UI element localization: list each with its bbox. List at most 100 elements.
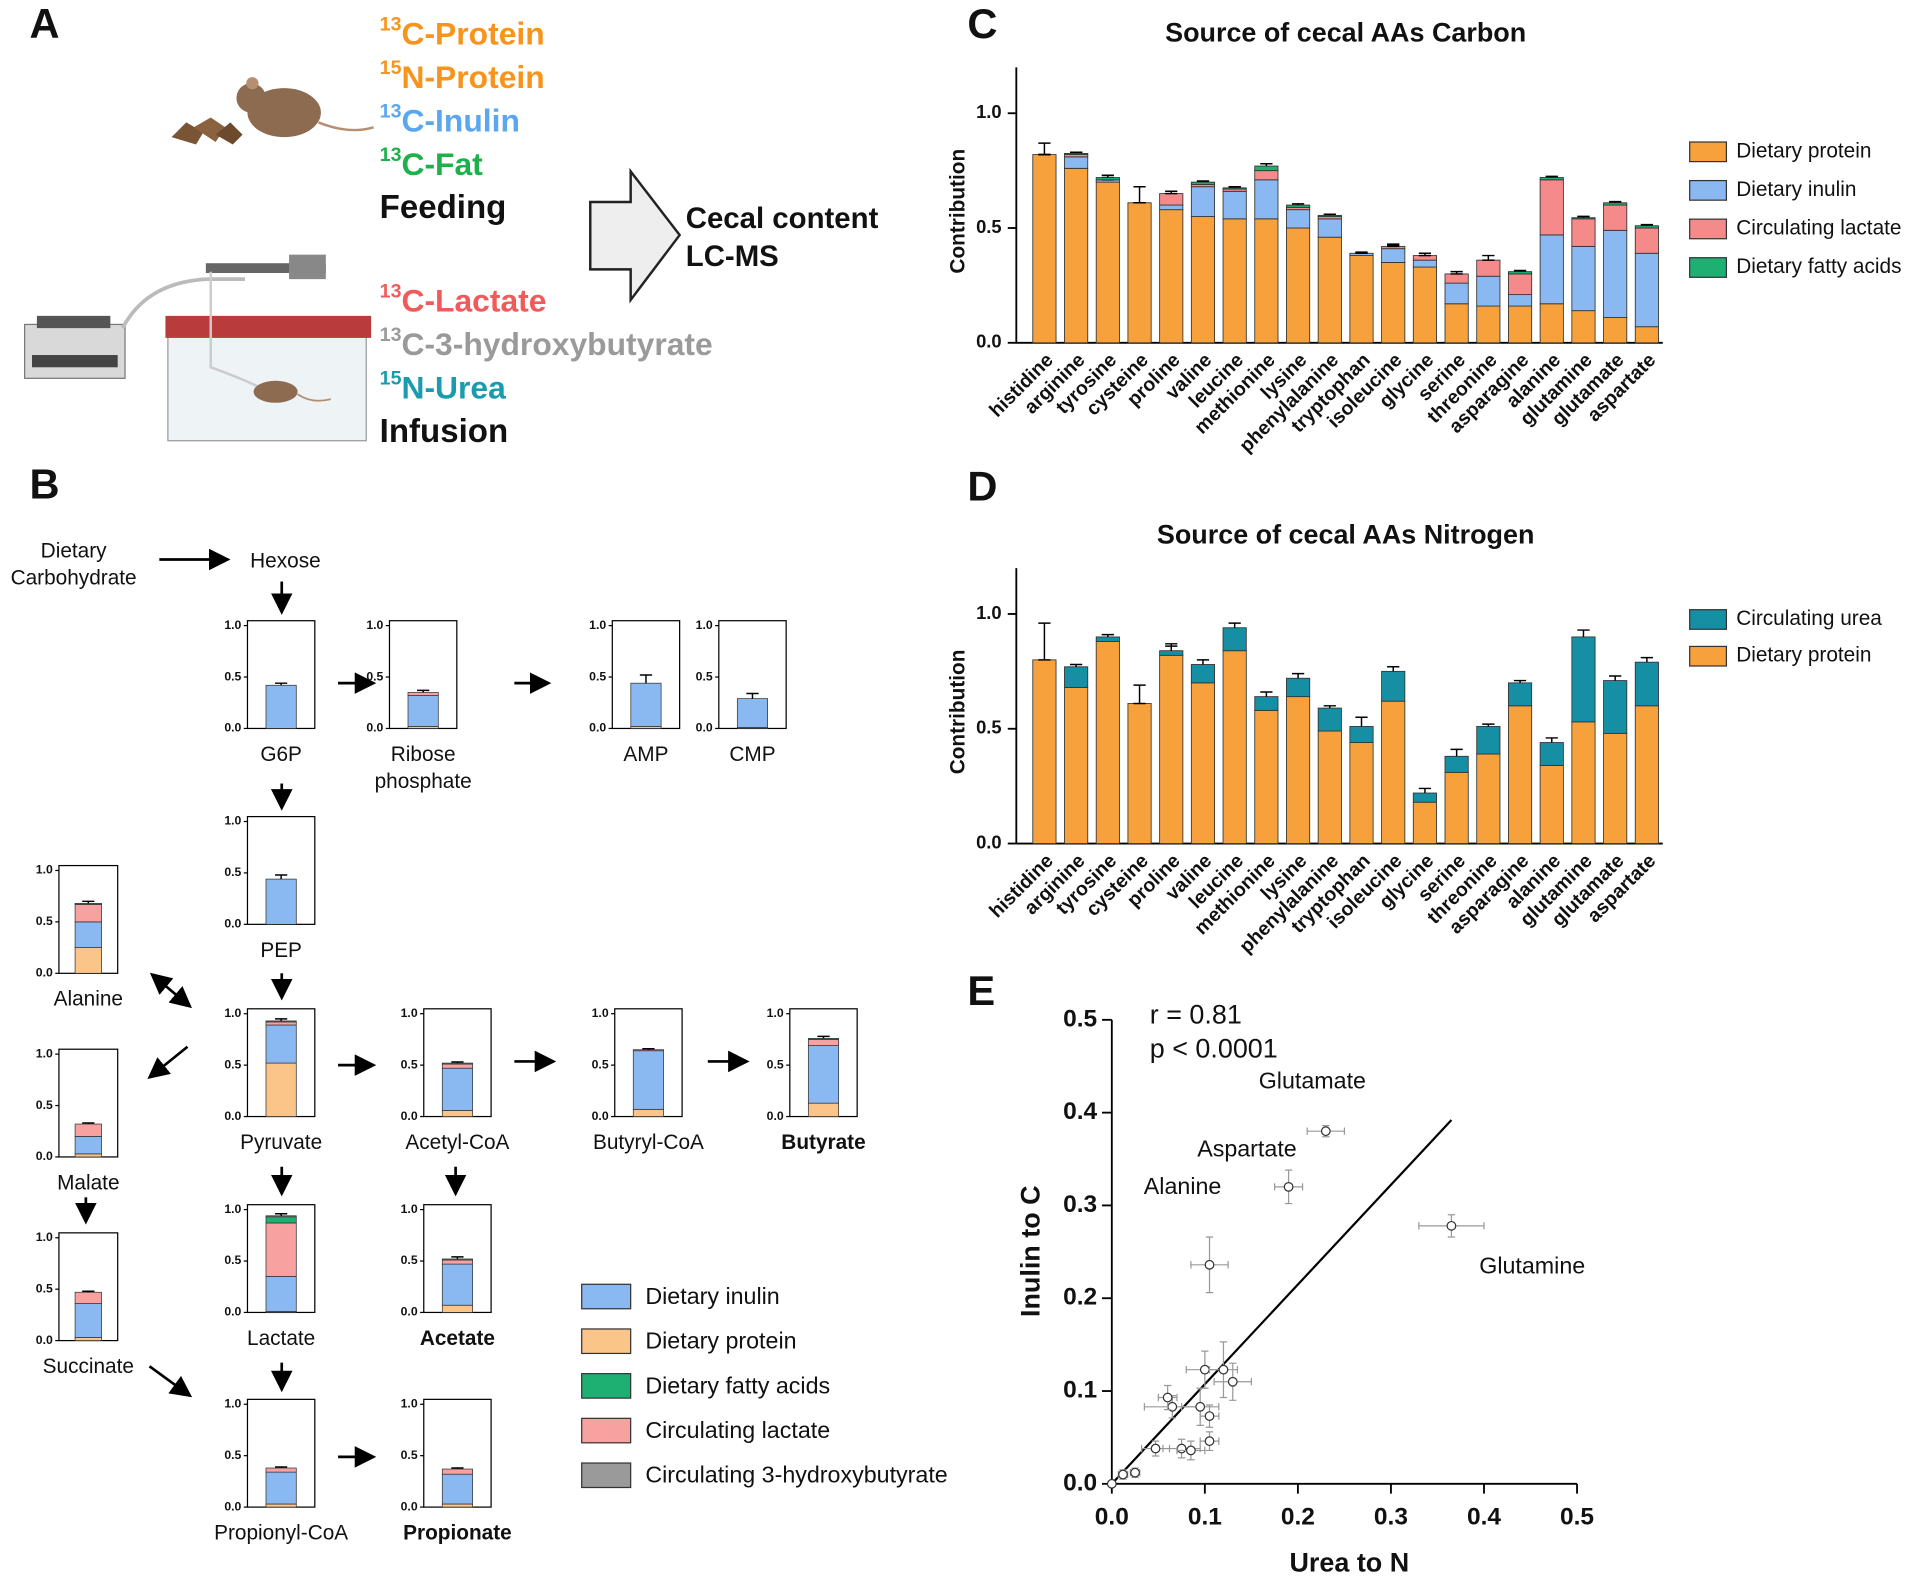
- bar-segment: [1444, 303, 1469, 344]
- mini-y-tick-label: 0.0: [767, 1109, 784, 1123]
- node-label: Pyruvate: [240, 1131, 322, 1154]
- bar-segment: [1539, 177, 1564, 181]
- error-bar: [1101, 633, 1114, 637]
- bar-segment: [1539, 765, 1564, 844]
- error-bar: [1291, 672, 1305, 679]
- mini-error-bar: [275, 1212, 288, 1216]
- bar-segment: [1571, 245, 1596, 312]
- x-tick-label: 0.0: [1095, 1504, 1129, 1531]
- bar-segment: [1349, 726, 1374, 743]
- bar-segment: [1603, 204, 1628, 231]
- error-bar: [1228, 622, 1241, 628]
- mini-bar-segment: [441, 1062, 473, 1065]
- input-label: Carbohydrate: [11, 567, 137, 590]
- scatter-point: [1186, 1445, 1196, 1456]
- node-label: Butyrate: [781, 1131, 865, 1154]
- mini-y-tick-label: 0.0: [589, 721, 606, 735]
- bar-segment: [1286, 677, 1311, 698]
- isotope-mass: 15: [380, 368, 402, 390]
- legend-label: Dietary protein: [645, 1328, 796, 1354]
- pathway-arrows: [75, 548, 750, 1468]
- x-tick-label: 0.5: [1560, 1504, 1594, 1531]
- node-label: Malate: [57, 1171, 119, 1194]
- mini-bar-segment: [441, 1503, 473, 1508]
- tracer-name: C-Protein: [401, 16, 544, 52]
- output-label: LC-MS: [686, 240, 779, 273]
- mini-y-tick-label: 0.5: [36, 914, 53, 928]
- bar-segment: [1064, 666, 1089, 688]
- mini-bar-segment: [265, 1062, 297, 1117]
- mini-bar-segment: [265, 1503, 297, 1508]
- error-bar: [1291, 203, 1305, 206]
- mini-error-bar: [451, 1467, 464, 1470]
- isotope-mass: 15: [380, 57, 402, 79]
- node-label: Alanine: [54, 988, 123, 1011]
- mini-bar-segment: [441, 1263, 473, 1306]
- mini-bar-segment: [74, 1123, 102, 1137]
- mini-y-tick-label: 1.0: [224, 1396, 241, 1410]
- mini-y-tick-label: 1.0: [36, 863, 53, 877]
- mini-bar-segment: [265, 1024, 297, 1064]
- node-label: Propionyl-CoA: [214, 1522, 348, 1545]
- error-bar: [1387, 666, 1400, 672]
- feeding-label: Feeding: [380, 189, 507, 226]
- mini-bar-segment: [632, 1108, 664, 1117]
- mini-y-tick-label: 1.0: [366, 618, 383, 632]
- mini-error-bar: [275, 1018, 288, 1021]
- scatter-point: [1227, 1376, 1238, 1387]
- legend-label: Circulating 3-hydroxybutyrate: [645, 1462, 947, 1488]
- error-bar: [1070, 663, 1083, 667]
- bar-segment: [1254, 218, 1279, 344]
- bar-segment: [1222, 190, 1247, 220]
- tracer-name: C-Inulin: [401, 103, 519, 139]
- error-bar: [1640, 223, 1654, 226]
- y-axis-label: Contribution: [946, 149, 969, 274]
- bar-segment: [1095, 177, 1120, 181]
- bar-segment: [1539, 303, 1564, 344]
- bar-segment: [1444, 282, 1469, 305]
- mini-y-tick-label: 1.0: [401, 1006, 418, 1020]
- bar-segment: [1603, 317, 1628, 344]
- mini-bar-segment: [407, 695, 439, 727]
- mini-bar-segment: [807, 1102, 840, 1117]
- mini-error-bar: [642, 1047, 655, 1050]
- scatter-point: [1106, 1478, 1117, 1489]
- bar-segment: [1095, 181, 1120, 344]
- mini-bar-segment: [441, 1259, 473, 1265]
- mini-y-tick-label: 1.0: [401, 1396, 418, 1410]
- mouse-feeding-icon: [171, 77, 374, 145]
- bar-segment: [1507, 705, 1533, 844]
- node-label: G6P: [260, 743, 302, 766]
- mini-bar-segment: [807, 1038, 840, 1040]
- scatter-point: [1199, 1364, 1210, 1375]
- legend-label: Circulating lactate: [1736, 216, 1901, 239]
- isotope-mass: 13: [380, 324, 402, 346]
- error-bar: [1260, 163, 1273, 167]
- mini-error-bar: [82, 1290, 95, 1293]
- mini-y-tick-label: 1.0: [36, 1230, 53, 1244]
- bar-segment: [1507, 294, 1533, 307]
- x-tick-label: 0.3: [1374, 1504, 1408, 1531]
- node-label: Acetyl-CoA: [405, 1131, 509, 1154]
- legend-label: Dietary protein: [1736, 644, 1871, 667]
- scatter-point: [1218, 1364, 1229, 1375]
- mini-y-tick-label: 1.0: [224, 1006, 241, 1020]
- tracer-label: 13C-3-hydroxybutyrate: [380, 324, 713, 362]
- bar-segment: [1222, 650, 1247, 844]
- mini-y-tick-label: 0.0: [696, 721, 713, 735]
- error-bar: [1450, 748, 1463, 757]
- legend-swatch: [581, 1417, 632, 1444]
- x-tick-label: 0.1: [1188, 1504, 1222, 1531]
- bar-segment: [1095, 636, 1120, 642]
- bar-segment: [1571, 310, 1596, 344]
- mini-y-tick-label: 1.0: [224, 1202, 241, 1216]
- tracer-label: 13C-Protein: [380, 14, 545, 52]
- error-bar: [1609, 200, 1622, 203]
- mini-y-tick-label: 1.0: [224, 814, 241, 828]
- mini-bar-segment: [441, 1304, 473, 1313]
- fit-line: [1111, 1119, 1453, 1485]
- isotope-mass: 13: [380, 101, 402, 123]
- error-bar: [1038, 142, 1051, 155]
- mini-bar-segment: [265, 1471, 297, 1505]
